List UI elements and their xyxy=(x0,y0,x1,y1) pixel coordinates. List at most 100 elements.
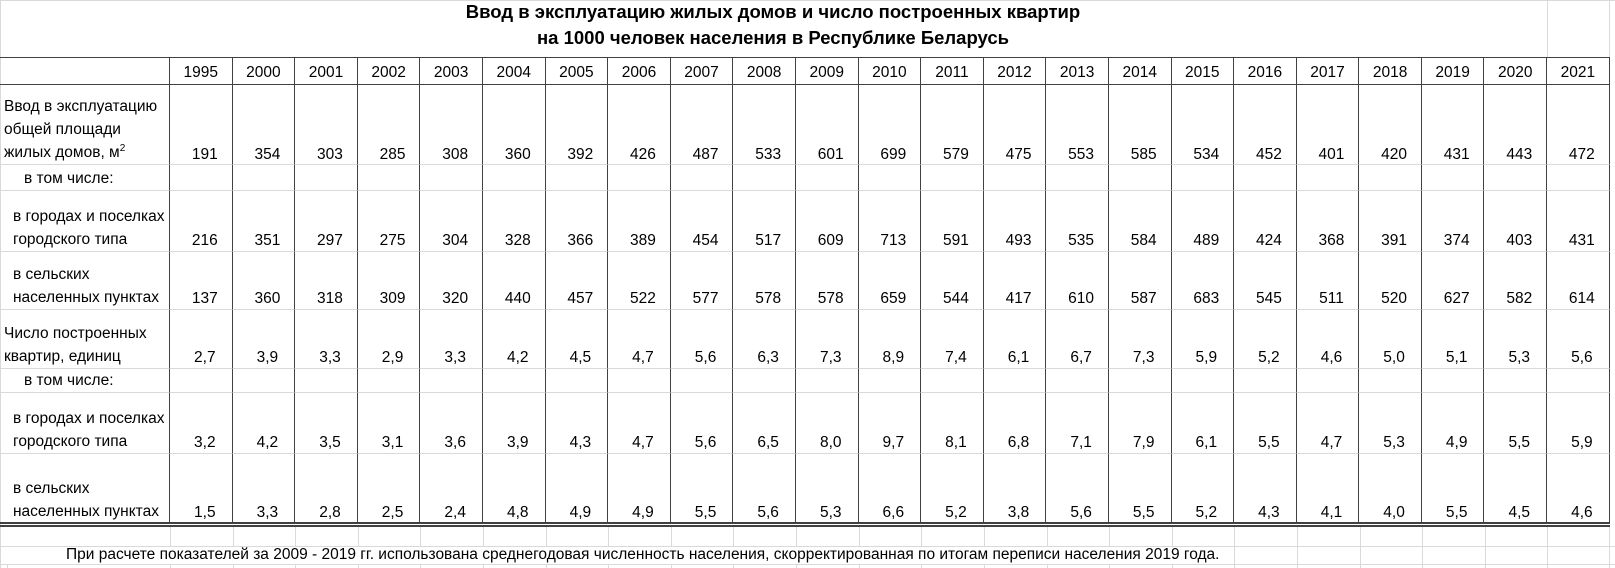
sheet-gridline-title-col xyxy=(1547,0,1549,57)
value-cell xyxy=(858,165,922,191)
sheet-gridline-below xyxy=(170,563,171,568)
value-cell: 3,5 xyxy=(295,392,358,454)
year-header-cell: 2007 xyxy=(670,57,734,85)
value-cell: 578 xyxy=(733,252,796,310)
value-cell: 454 xyxy=(670,191,734,252)
value-cell: 417 xyxy=(983,252,1047,310)
value-cell: 4,2 xyxy=(482,309,546,369)
year-header-cell: 2001 xyxy=(295,57,358,85)
sheet-gridline-below xyxy=(1359,527,1361,546)
value-cell: 533 xyxy=(733,84,796,165)
value-cell xyxy=(608,165,671,191)
row-label-urban: в городах и поселках городского типа xyxy=(0,191,170,252)
value-cell xyxy=(1234,368,1297,393)
sheet-gridline-below xyxy=(670,527,672,546)
value-cell: 374 xyxy=(1421,191,1485,252)
value-cell xyxy=(357,368,421,393)
value-cell: 6,1 xyxy=(983,309,1047,369)
value-cell: 5,9 xyxy=(1547,392,1610,454)
data-table: 1995 2000 2001 2002 2003 2004 2005 2006 … xyxy=(0,57,1610,523)
value-cell xyxy=(1171,368,1235,393)
value-cell xyxy=(232,368,296,393)
value-cell: 351 xyxy=(232,191,296,252)
value-cell: 275 xyxy=(357,191,421,252)
value-cell xyxy=(1046,368,1109,393)
value-cell: 511 xyxy=(1296,252,1360,310)
value-cell: 4,3 xyxy=(545,392,609,454)
value-cell xyxy=(232,165,296,191)
value-cell: 5,6 xyxy=(733,453,796,523)
value-cell: 431 xyxy=(1547,191,1610,252)
value-cell: 1,5 xyxy=(170,453,233,523)
value-cell: 328 xyxy=(482,191,546,252)
sheet-gridline-below xyxy=(1422,545,1424,564)
value-cell: 5,6 xyxy=(670,392,734,454)
value-cell xyxy=(921,165,984,191)
year-header-cell: 2005 xyxy=(545,57,609,85)
value-cell xyxy=(1359,165,1422,191)
value-cell: 443 xyxy=(1484,84,1548,165)
sheet-gridline-below xyxy=(1422,563,1424,568)
value-cell: 493 xyxy=(983,191,1047,252)
value-cell: 308 xyxy=(420,84,483,165)
sheet-gridline-below xyxy=(545,527,547,546)
value-cell: 452 xyxy=(1234,84,1297,165)
value-cell xyxy=(482,368,546,393)
title-line-2: на 1000 человек населения в Республике Б… xyxy=(536,27,1009,48)
value-cell: 582 xyxy=(1484,252,1548,310)
row-label-including: в том числе: xyxy=(0,368,170,393)
table-bottom-double-border xyxy=(0,522,1610,528)
value-cell: 2,7 xyxy=(170,309,233,369)
sheet-gridline-below xyxy=(1046,527,1048,546)
value-cell: 534 xyxy=(1171,84,1235,165)
value-cell: 4,2 xyxy=(232,392,296,454)
sheet-gridline-below xyxy=(1046,563,1048,568)
value-cell: 4,9 xyxy=(608,453,671,523)
value-cell: 545 xyxy=(1234,252,1297,310)
value-cell xyxy=(1108,368,1172,393)
value-cell: 699 xyxy=(858,84,922,165)
value-cell: 520 xyxy=(1359,252,1422,310)
sheet-gridline-below xyxy=(1171,527,1173,546)
value-cell xyxy=(295,165,358,191)
sheet-gridline-below xyxy=(1296,527,1298,546)
year-header-cell: 2000 xyxy=(232,57,296,85)
value-cell xyxy=(295,368,358,393)
year-header-cell: 2012 xyxy=(983,57,1047,85)
value-cell xyxy=(1171,165,1235,191)
value-cell: 591 xyxy=(921,191,984,252)
sheet-gridline-below xyxy=(1234,527,1236,546)
sheet-gridline-below xyxy=(733,527,735,546)
value-cell xyxy=(921,368,984,393)
value-cell: 610 xyxy=(1046,252,1109,310)
sheet-gridline-below-h xyxy=(0,545,1615,547)
value-cell: 4,9 xyxy=(1421,392,1485,454)
sheet-gridline-below xyxy=(1609,527,1610,546)
value-cell: 392 xyxy=(545,84,609,165)
value-cell xyxy=(1484,368,1548,393)
year-header-cell: 2017 xyxy=(1296,57,1360,85)
value-cell: 5,5 xyxy=(1422,453,1485,523)
value-cell: 360 xyxy=(482,84,546,165)
value-cell: 4,3 xyxy=(1234,453,1297,523)
value-cell: 8,1 xyxy=(921,392,984,454)
value-cell xyxy=(733,165,796,191)
value-cell xyxy=(1421,165,1485,191)
sheet-gridline-below xyxy=(670,563,672,568)
sheet-gridline-below xyxy=(858,563,860,568)
value-cell: 472 xyxy=(1547,84,1610,165)
value-cell: 2,5 xyxy=(358,453,421,523)
value-cell xyxy=(545,165,609,191)
value-cell: 354 xyxy=(232,84,296,165)
value-cell: 6,7 xyxy=(1046,309,1109,369)
value-cell: 4,1 xyxy=(1297,453,1360,523)
value-cell: 584 xyxy=(1108,191,1172,252)
value-cell: 4,7 xyxy=(608,392,671,454)
sheet-gridline-below xyxy=(1234,545,1236,564)
year-header-cell: 2018 xyxy=(1359,57,1422,85)
sheet-gridline-below xyxy=(170,527,171,546)
sheet-gridline-below xyxy=(733,563,735,568)
value-cell: 627 xyxy=(1421,252,1485,310)
value-cell: 7,4 xyxy=(921,309,984,369)
sheet-gridline-below xyxy=(858,527,860,546)
